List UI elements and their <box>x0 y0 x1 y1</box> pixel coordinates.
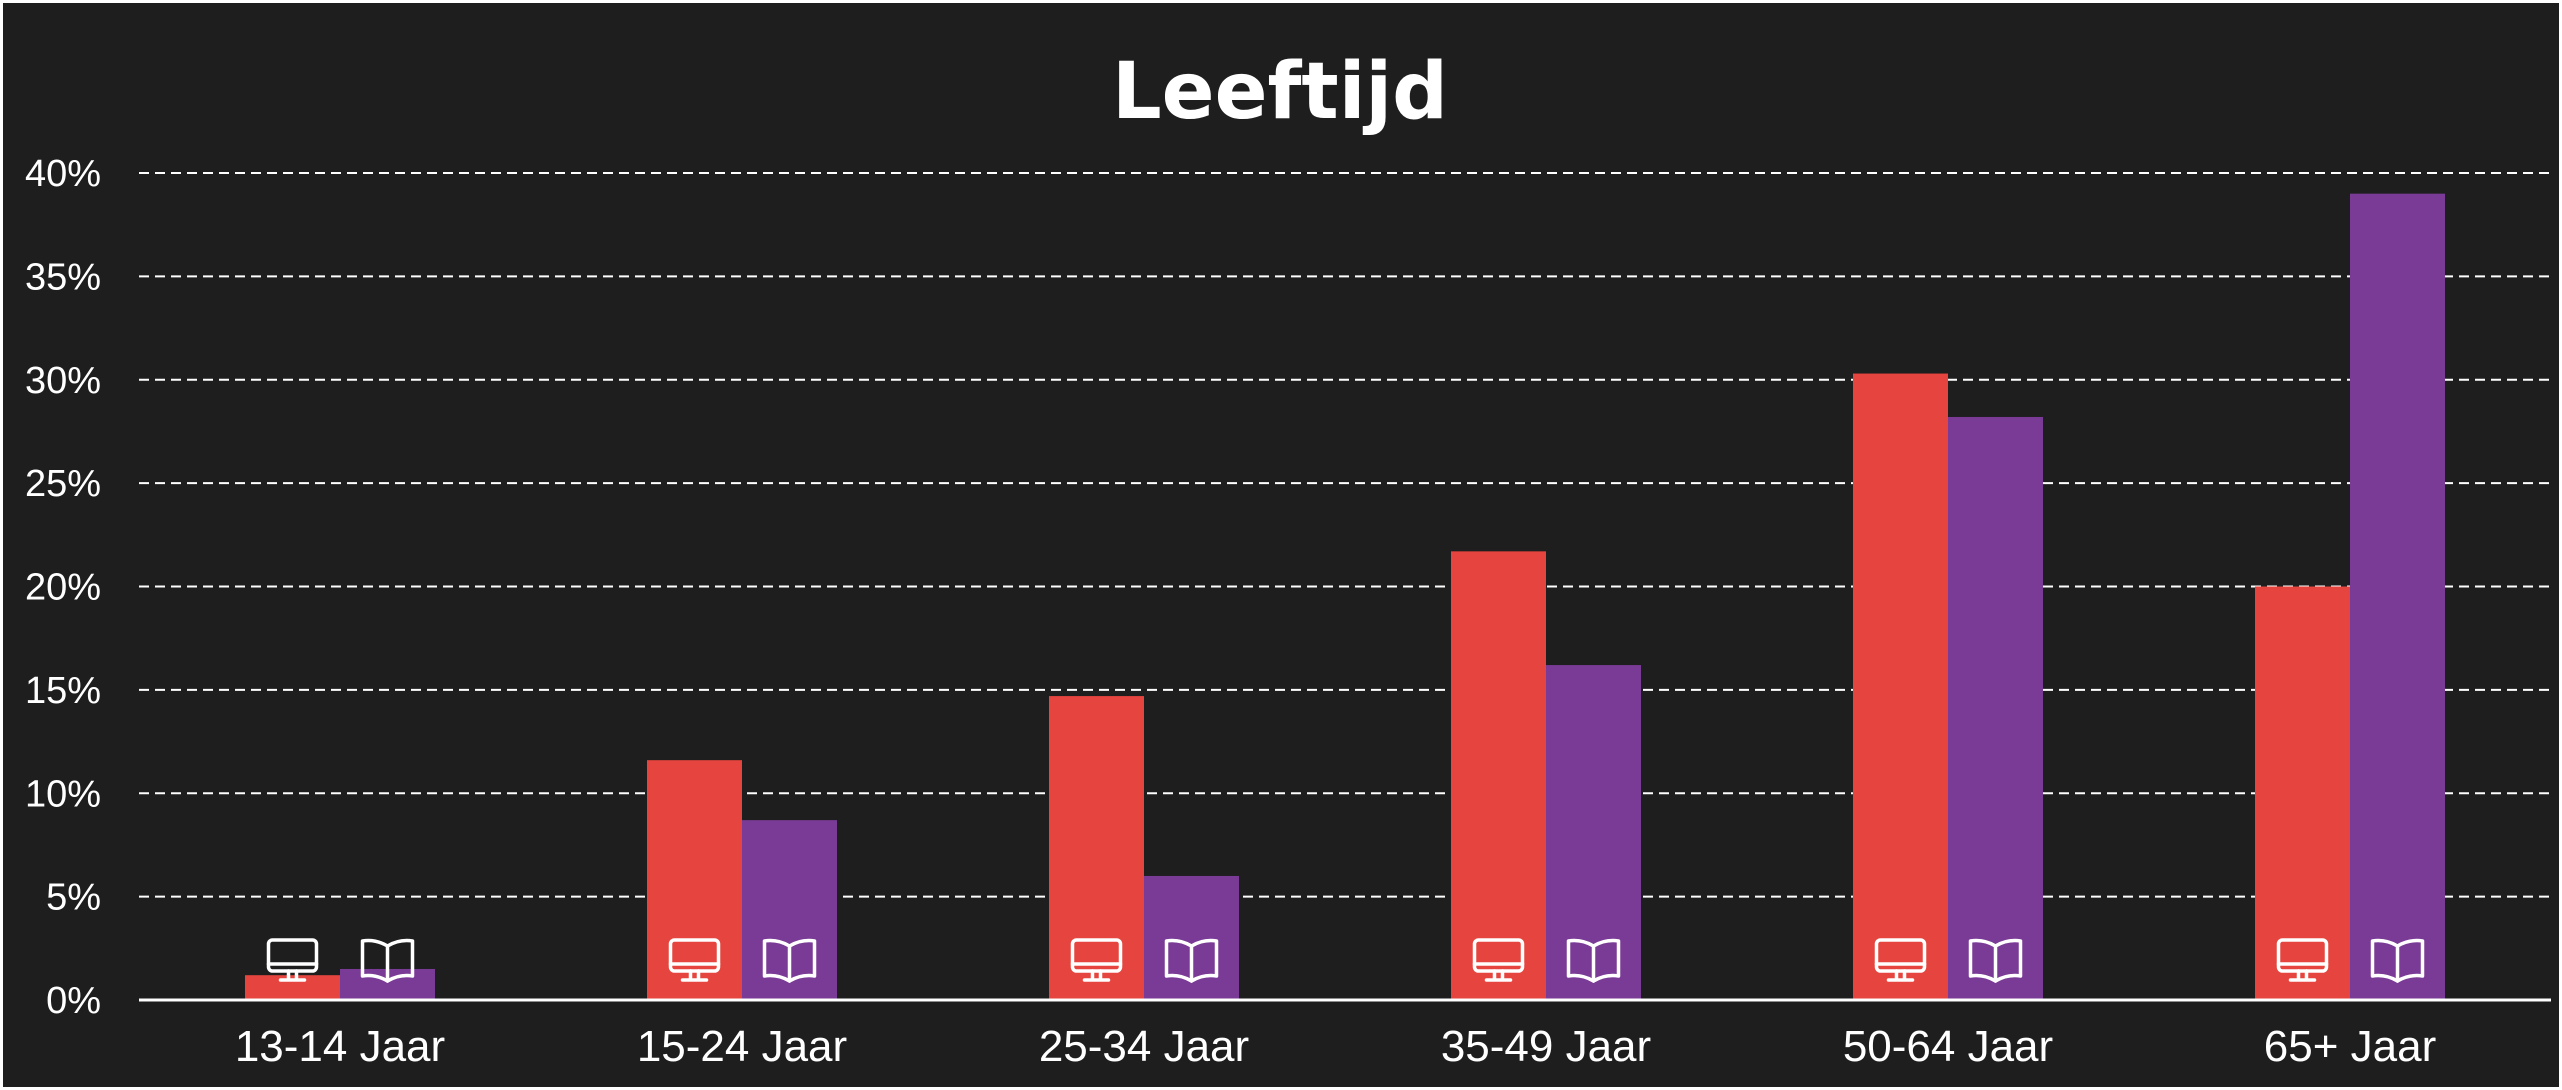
y-tick-label: 30% <box>25 360 101 402</box>
chart-frame: Leeftijd 0% 5% 10% 15% 20% 25% 30% 35% 40% 13-14… <box>3 3 2559 1087</box>
bars <box>245 193 2445 1001</box>
y-tick-label: 35% <box>25 256 101 298</box>
book-icon <box>2370 938 2425 983</box>
monitor-icon <box>2276 938 2329 982</box>
grid-lines <box>139 172 2551 898</box>
book-icon <box>1164 938 1219 983</box>
x-category-label: 25-34 Jaar <box>1039 1022 1249 1071</box>
bar <box>2350 193 2445 1001</box>
x-category-label: 13-14 Jaar <box>235 1022 445 1071</box>
bar <box>1853 373 1948 1000</box>
bar <box>647 760 742 1000</box>
chart-title: Leeftijd <box>1112 47 1448 137</box>
x-category-label: 15-24 Jaar <box>637 1022 847 1071</box>
x-category-label: 35-49 Jaar <box>1441 1022 1651 1071</box>
monitor-icon <box>266 938 319 982</box>
book-icon <box>1968 938 2023 983</box>
y-tick-label: 20% <box>25 567 101 609</box>
monitor-icon <box>668 938 721 982</box>
x-category-label: 65+ Jaar <box>2264 1022 2436 1071</box>
y-tick-label: 40% <box>25 153 101 195</box>
bar <box>1049 696 1144 1000</box>
x-category-label: 50-64 Jaar <box>1843 1022 2053 1071</box>
y-tick-label: 0% <box>46 980 101 1022</box>
bar <box>1948 416 2043 1001</box>
y-axis-ticks: 0% 5% 10% 15% 20% 25% 30% 35% 40% <box>25 153 101 1022</box>
bar <box>1451 551 1546 1000</box>
y-tick-label: 5% <box>46 877 101 919</box>
y-tick-label: 25% <box>25 463 101 505</box>
chart-svg: Leeftijd 0% 5% 10% 15% 20% 25% 30% 35% 40% 13-14… <box>25 47 2551 1071</box>
monitor-icon <box>1070 938 1123 982</box>
monitor-icon <box>1874 938 1927 982</box>
book-icon <box>762 938 817 983</box>
bar-icons <box>266 938 2425 983</box>
bar <box>2255 586 2350 1000</box>
monitor-icon <box>1472 938 1525 982</box>
y-tick-label: 15% <box>25 670 101 712</box>
book-icon <box>360 938 415 983</box>
book-icon <box>1566 938 1621 983</box>
x-axis-categories: 13-14 Jaar 15-24 Jaar 25-34 Jaar 35-49 Jaar… <box>235 1022 2436 1071</box>
y-tick-label: 10% <box>25 773 101 815</box>
